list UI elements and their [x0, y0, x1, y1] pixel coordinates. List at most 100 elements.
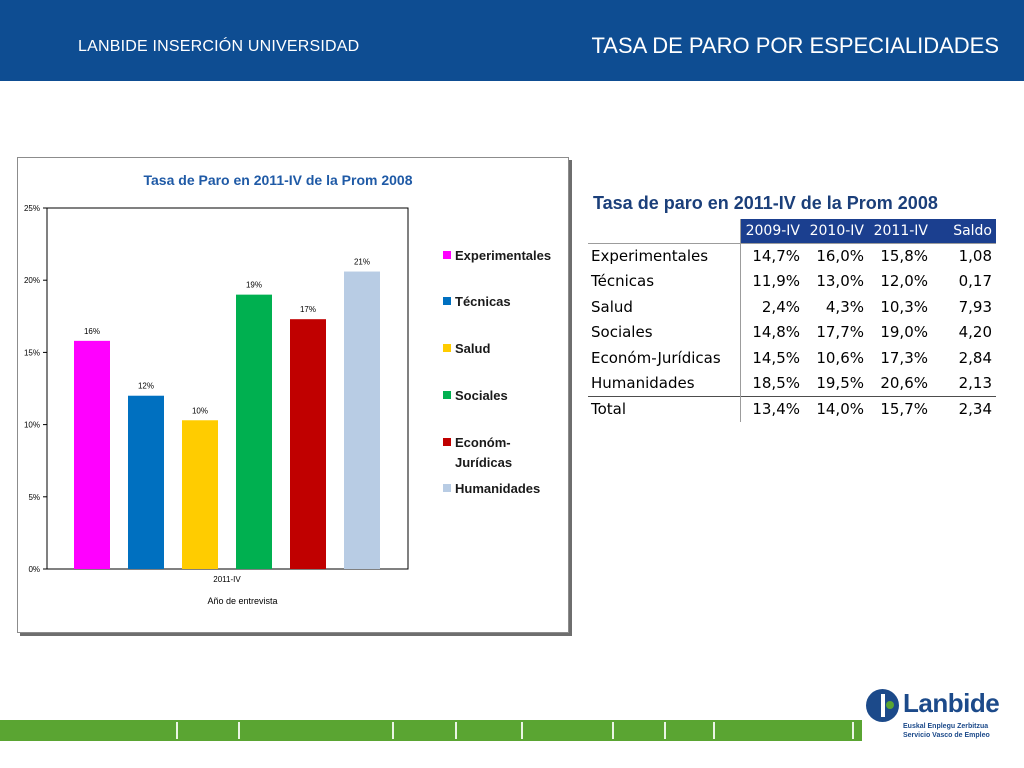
decorative-mark	[392, 722, 394, 739]
y-tick-label: 5%	[28, 493, 40, 502]
table-row-label: Económ-Jurídicas	[591, 348, 721, 367]
bar-data-label: 16%	[84, 327, 100, 336]
table-cell: 17,3%	[880, 348, 928, 367]
table-cell: 0,17	[958, 272, 992, 291]
table-cell: 4,20	[958, 323, 992, 342]
decorative-mark	[238, 722, 240, 739]
table-row: Experimentales 14,7% 16,0% 15,8% 1,08	[588, 242, 996, 269]
bar	[182, 420, 218, 569]
logo-subtitle-spanish: Servicio Vasco de Empleo	[903, 732, 990, 739]
unemployment-table: 2009-IV 2010-IV 2011-IV Saldo Experiment…	[588, 219, 996, 422]
table-cell: 7,93	[958, 297, 992, 316]
table-cell: 10,3%	[880, 297, 928, 316]
table-header-blank	[588, 219, 740, 243]
table-row-label: Experimentales	[588, 242, 740, 269]
logo-subtitle-basque: Euskal Enplegu Zerbitzua	[903, 723, 989, 730]
legend-item: Económ- Jurídicas	[443, 433, 512, 473]
table-cell: 13,4%	[739, 395, 804, 422]
header-left-title: LANBIDE INSERCIÓN UNIVERSIDAD	[78, 38, 360, 55]
legend-label: Jurídicas	[455, 455, 513, 470]
lanbide-logo: Lanbide Euskal Enplegu Zerbitzua Servici…	[866, 688, 1000, 748]
bar	[236, 294, 272, 569]
table-header-cell: 2011-IV	[868, 219, 932, 243]
table-cell: 2,34	[932, 395, 996, 422]
decorative-mark	[176, 722, 178, 739]
table-row-label: Salud	[591, 297, 633, 316]
legend-item: Humanidades	[443, 479, 540, 499]
table-row: Técnicas 11,9% 13,0% 12,0% 0,17	[588, 268, 996, 294]
footer-green-strip	[0, 720, 862, 741]
table-cell: 13,0%	[816, 272, 864, 291]
legend-item: Experimentales	[443, 246, 551, 266]
table-cell: 2,84	[958, 348, 992, 367]
bar-data-label: 12%	[138, 382, 154, 391]
x-category-label: 2011-IV	[213, 575, 241, 584]
table-row-label: Sociales	[591, 323, 653, 342]
table-cell: 14,5%	[739, 345, 804, 371]
legend-item: Técnicas	[443, 292, 511, 312]
table-row-label: Humanidades	[591, 374, 695, 392]
table-row: Económ-Jurídicas 14,5% 10,6% 17,3% 2,84	[588, 345, 996, 371]
legend-label: Salud	[455, 341, 491, 356]
y-tick-label: 15%	[24, 348, 40, 357]
table-title: Tasa de paro en 2011-IV de la Prom 2008	[593, 193, 938, 213]
bar	[290, 319, 326, 569]
legend-swatch	[443, 251, 451, 259]
table-cell: 2,4%	[739, 294, 804, 320]
legend-swatch	[443, 484, 451, 492]
bar-data-label: 10%	[192, 406, 208, 415]
table-cell: 11,9%	[739, 268, 804, 294]
decorative-mark	[455, 722, 457, 739]
table-cell: 1,08	[932, 242, 996, 269]
table-cell: 20,6%	[880, 374, 928, 392]
legend-swatch	[443, 344, 451, 352]
legend-label: Humanidades	[455, 481, 541, 496]
bar-data-label: 21%	[354, 258, 370, 267]
table-cell: 19,0%	[880, 323, 928, 342]
legend-item: Sociales	[443, 386, 508, 406]
decorative-mark	[521, 722, 523, 739]
table-header-row: 2009-IV 2010-IV 2011-IV Saldo	[588, 219, 996, 243]
table-cell: 16,0%	[804, 242, 868, 269]
legend-label: Económ-	[455, 435, 511, 450]
table-cell: 14,0%	[804, 395, 868, 422]
chart-title: Tasa de Paro en 2011-IV de la Prom 2008	[143, 172, 413, 188]
table-cell: 14,7%	[739, 242, 804, 269]
bar	[344, 271, 380, 569]
table-cell: 15,8%	[868, 242, 932, 269]
decorative-mark	[612, 722, 614, 739]
bar	[128, 395, 164, 569]
decorative-mark	[852, 722, 854, 739]
table-cell: 18,5%	[739, 370, 804, 396]
bar-data-label: 19%	[246, 281, 262, 290]
bar	[74, 340, 110, 569]
table-row: Salud 2,4% 4,3% 10,3% 7,93	[588, 294, 996, 320]
logo-wordmark: Lanbide	[903, 688, 1000, 718]
table-cell: 14,8%	[739, 319, 804, 345]
table-row: Sociales 14,8% 17,7% 19,0% 4,20	[588, 319, 996, 345]
y-tick-label: 0%	[28, 565, 40, 574]
table-total-row: Total 13,4% 14,0% 15,7% 2,34	[588, 395, 996, 422]
table-row: Humanidades 18,5% 19,5% 20,6% 2,13	[588, 370, 996, 396]
table-body: Experimentales 14,7% 16,0% 15,8% 1,08 Técnica…	[588, 242, 996, 422]
x-axis-title: Año de entrevista	[207, 596, 277, 606]
table-cell: 19,5%	[816, 374, 864, 392]
legend-swatch	[443, 297, 451, 305]
bar-chart-panel: Tasa de Paro en 2011-IV de la Prom 2008 …	[17, 157, 569, 633]
table-cell: 2,13	[958, 374, 992, 392]
y-tick-label: 25%	[24, 204, 40, 213]
header-bar: LANBIDE INSERCIÓN UNIVERSIDAD TASA DE PA…	[0, 0, 1024, 81]
legend-swatch	[443, 438, 451, 446]
chart-plot: 0% 5% 10% 15% 20% 25% 16% 12% 10% 19% 17% 21% 2011-I…	[24, 204, 409, 606]
y-tick-label: 10%	[24, 421, 40, 430]
decorative-mark	[713, 722, 715, 739]
table-cell: 4,3%	[825, 297, 864, 316]
bar-data-label: 17%	[300, 305, 316, 314]
legend-label: Experimentales	[455, 248, 552, 263]
header-right-title: TASA DE PARO POR ESPECIALIDADES	[591, 33, 999, 58]
table-cell: 12,0%	[880, 272, 928, 291]
legend-item: Salud	[443, 339, 490, 359]
table-cell: 17,7%	[816, 323, 864, 342]
table-row-label: Total	[588, 395, 740, 422]
decorative-mark	[664, 722, 666, 739]
